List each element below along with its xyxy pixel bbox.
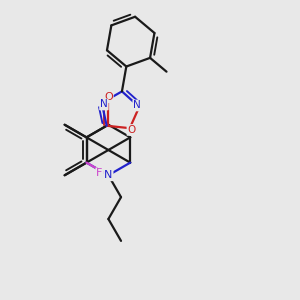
Text: N: N	[100, 100, 108, 110]
Text: F: F	[96, 168, 103, 178]
Text: O: O	[128, 125, 136, 135]
Text: N: N	[133, 100, 141, 110]
Text: O: O	[104, 92, 113, 102]
Text: N: N	[104, 170, 112, 180]
